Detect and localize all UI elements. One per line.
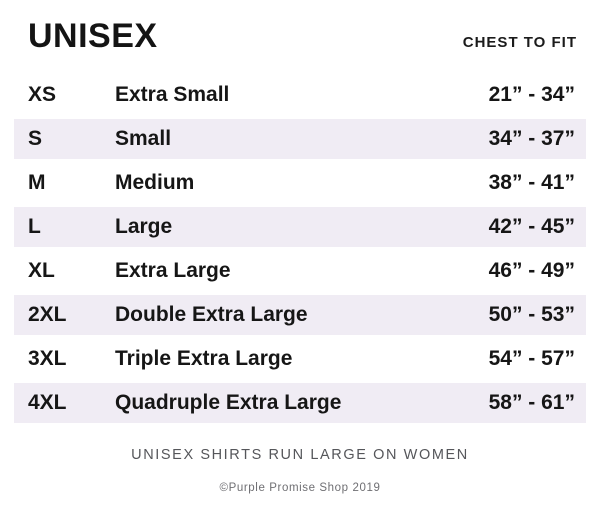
size-code-cell: 4XL (28, 391, 67, 414)
chart-title: UNISEX (28, 17, 158, 55)
size-table: XS Extra Small 21” - 34” S Small 34” - 3… (0, 75, 600, 423)
table-row: L Large 42” - 45” (14, 207, 586, 247)
chest-range-cell: 38” - 41” (488, 171, 575, 194)
size-code-cell: XS (28, 83, 57, 106)
table-row: XL Extra Large 46” - 49” (14, 251, 586, 291)
table-row: M Medium 38” - 41” (14, 163, 586, 203)
table-row: XS Extra Small 21” - 34” (14, 75, 586, 115)
chest-to-fit-column-label: CHEST TO FIT (462, 34, 577, 51)
chest-range-cell: 42” - 45” (488, 215, 575, 238)
size-name-cell: Large (115, 215, 173, 238)
size-name-cell: Medium (115, 171, 195, 194)
size-name-cell: Small (115, 127, 172, 150)
chest-range-cell: 21” - 34” (488, 83, 575, 106)
size-name-cell: Quadruple Extra Large (115, 391, 342, 414)
size-code-cell: XL (28, 259, 55, 282)
size-code-cell: S (28, 127, 43, 150)
chart-header: UNISEX CHEST TO FIT (0, 0, 600, 55)
chest-range-cell: 46” - 49” (488, 259, 575, 282)
size-code-cell: M (28, 171, 46, 194)
table-row: 4XL Quadruple Extra Large 58” - 61” (14, 383, 586, 423)
size-code-cell: L (28, 215, 41, 238)
table-row: 3XL Triple Extra Large 54” - 57” (14, 339, 586, 379)
chest-range-cell: 54” - 57” (488, 347, 575, 370)
chest-range-cell: 50” - 53” (488, 303, 575, 326)
size-name-cell: Triple Extra Large (115, 347, 293, 370)
fit-note: UNISEX SHIRTS RUN LARGE ON WOMEN (131, 447, 469, 463)
table-row: 2XL Double Extra Large 50” - 53” (14, 295, 586, 335)
chest-range-cell: 34” - 37” (488, 127, 575, 150)
copyright-text: ©Purple Promise Shop 2019 (219, 482, 381, 494)
chest-range-cell: 58” - 61” (488, 391, 575, 414)
table-row: S Small 34” - 37” (14, 119, 586, 159)
size-name-cell: Double Extra Large (115, 303, 308, 326)
size-name-cell: Extra Small (115, 83, 230, 106)
size-code-cell: 3XL (28, 347, 67, 370)
size-name-cell: Extra Large (115, 259, 231, 282)
size-code-cell: 2XL (28, 303, 67, 326)
